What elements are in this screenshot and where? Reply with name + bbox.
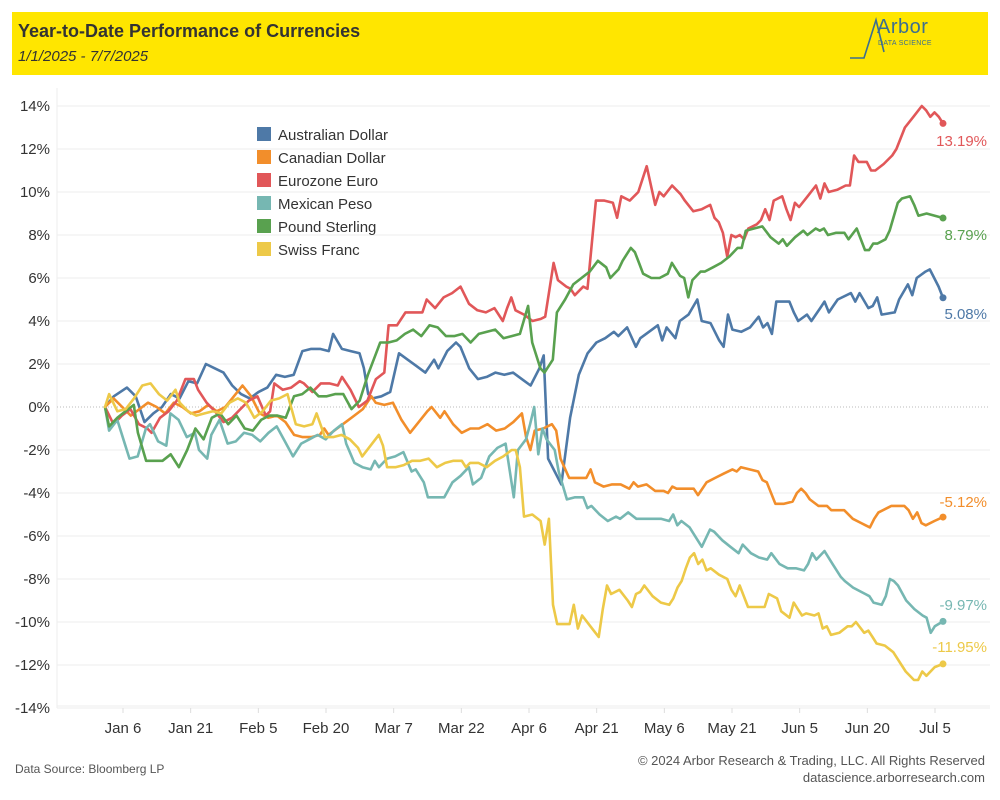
y-tick-label: 2% xyxy=(28,356,50,373)
end-point-marker xyxy=(939,513,947,521)
legend-label: Mexican Peso xyxy=(278,196,372,213)
x-tick-label: Feb 5 xyxy=(239,720,277,737)
legend-swatch xyxy=(257,173,271,187)
x-tick-label: Mar 7 xyxy=(374,720,412,737)
x-tick-label: May 6 xyxy=(644,720,685,737)
y-axis-ticks: 14% 12% 10% 8% 6% 4% 2% 0% -2% -4% -6% -8% -10% -12% -… xyxy=(15,98,50,717)
logo-subtext: DATA SCIENCE xyxy=(878,40,932,47)
legend-swatch xyxy=(257,150,271,164)
y-tick-label: 0% xyxy=(28,399,50,416)
x-tick-label: Mar 22 xyxy=(438,720,485,737)
x-tick-label: May 21 xyxy=(707,720,756,737)
end-value-label: 13.19% xyxy=(936,133,987,150)
legend-item[interactable]: Canadian Dollar xyxy=(257,150,386,167)
legend-swatch xyxy=(257,242,271,256)
series-line-eurozone-euro xyxy=(103,104,945,435)
y-tick-label: -8% xyxy=(23,571,50,588)
legend-item[interactable]: Mexican Peso xyxy=(257,196,372,213)
y-tick-label: 14% xyxy=(20,98,50,115)
end-value-label: -5.12% xyxy=(939,494,987,511)
website-url: datascience.arborresearch.com xyxy=(802,770,985,785)
x-axis-ticks: Jan 6 Jan 21 Feb 5 Feb 20 Mar 7 Mar 22 Apr 6 Ap… xyxy=(105,708,951,737)
y-tick-label: 4% xyxy=(28,313,50,330)
legend-item[interactable]: Australian Dollar xyxy=(257,127,388,144)
end-point-marker xyxy=(939,119,947,127)
legend-label: Canadian Dollar xyxy=(278,150,386,167)
y-tick-label: -12% xyxy=(15,657,50,674)
legend-item[interactable]: Pound Sterling xyxy=(257,219,376,236)
end-value-label: -11.95% xyxy=(932,639,987,656)
y-tick-label: -10% xyxy=(15,614,50,631)
x-tick-label: Jan 21 xyxy=(168,720,213,737)
gridlines xyxy=(56,88,990,709)
end-value-label: 8.79% xyxy=(944,227,987,244)
y-tick-label: 6% xyxy=(28,270,50,287)
data-source: Data Source: Bloomberg LP xyxy=(15,762,165,776)
end-value-label: 5.08% xyxy=(944,306,987,323)
x-tick-label: Jun 5 xyxy=(781,720,818,737)
header-banner: Year-to-Date Performance of Currencies 1… xyxy=(12,12,988,75)
legend-swatch xyxy=(257,219,271,233)
legend-label: Eurozone Euro xyxy=(278,173,378,190)
legend-item[interactable]: Eurozone Euro xyxy=(257,173,378,190)
y-tick-label: -2% xyxy=(23,442,50,459)
series-line-pound-sterling xyxy=(103,195,945,469)
chart-title: Year-to-Date Performance of Currencies xyxy=(18,21,361,41)
x-tick-label: Feb 20 xyxy=(303,720,350,737)
x-tick-label: Apr 21 xyxy=(575,720,619,737)
end-markers: 5.08% -5.12% 13.19% -9.97% 8.79% -11.95% xyxy=(932,119,987,668)
end-value-label: -9.97% xyxy=(939,597,987,614)
y-tick-label: 12% xyxy=(20,141,50,158)
end-point-marker xyxy=(939,294,947,302)
y-tick-label: -14% xyxy=(15,700,50,717)
legend-label: Pound Sterling xyxy=(278,219,376,236)
series-line-canadian-dollar xyxy=(103,384,945,529)
series-line-australian-dollar xyxy=(103,268,945,486)
legend-label: Australian Dollar xyxy=(278,127,388,144)
legend: Australian Dollar Canadian Dollar Eurozone… xyxy=(257,127,388,259)
legend-swatch xyxy=(257,196,271,210)
arbor-logo-icon xyxy=(850,17,885,59)
legend-swatch xyxy=(257,127,271,141)
logo-text: Arbor xyxy=(877,16,929,38)
legend-item[interactable]: Swiss Franc xyxy=(257,242,360,259)
x-tick-label: Jun 20 xyxy=(845,720,890,737)
y-tick-label: 10% xyxy=(20,184,50,201)
y-tick-label: -6% xyxy=(23,528,50,545)
legend-label: Swiss Franc xyxy=(278,242,360,259)
x-tick-label: Jul 5 xyxy=(919,720,951,737)
y-tick-label: 8% xyxy=(28,227,50,244)
end-point-marker xyxy=(939,660,947,668)
series-lines xyxy=(103,104,945,682)
x-tick-label: Jan 6 xyxy=(105,720,142,737)
end-point-marker xyxy=(939,617,947,625)
chart-subtitle: 1/1/2025 - 7/7/2025 xyxy=(18,48,149,65)
series-line-mexican-peso xyxy=(103,405,945,635)
copyright-notice: © 2024 Arbor Research & Trading, LLC. Al… xyxy=(637,753,985,768)
y-tick-label: -4% xyxy=(23,485,50,502)
x-tick-label: Apr 6 xyxy=(511,720,547,737)
series-line-swiss-franc xyxy=(103,382,945,682)
end-point-marker xyxy=(939,214,947,222)
